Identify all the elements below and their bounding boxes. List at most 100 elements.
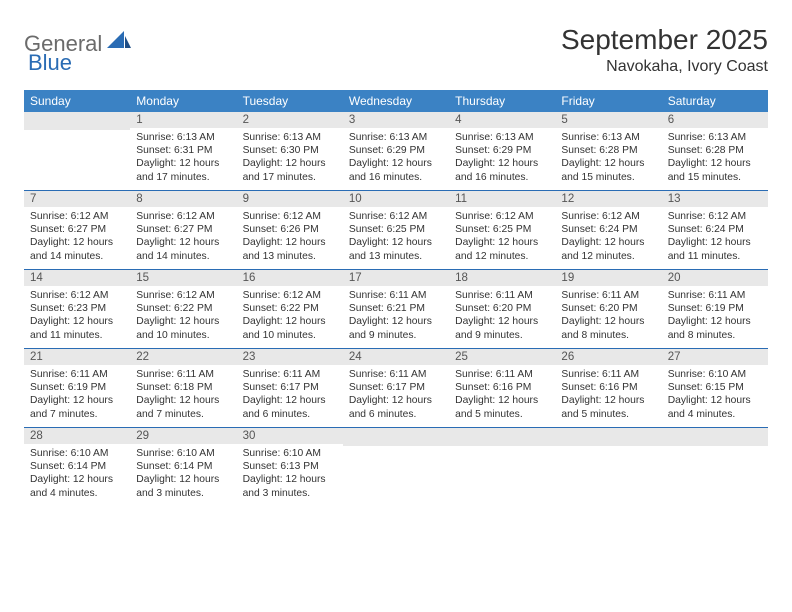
sunrise-line: Sunrise: 6:11 AM — [30, 368, 124, 381]
sunrise-line: Sunrise: 6:11 AM — [561, 289, 655, 302]
daylight-line: Daylight: 12 hours and 7 minutes. — [30, 394, 124, 420]
day-number: 28 — [24, 428, 130, 444]
day-number: 16 — [237, 270, 343, 286]
sun-info: Sunrise: 6:11 AMSunset: 6:19 PMDaylight:… — [662, 286, 768, 346]
sunrise-line: Sunrise: 6:10 AM — [243, 447, 337, 460]
calendar-page: General September 2025 Navokaha, Ivory C… — [0, 0, 792, 506]
daylight-line: Daylight: 12 hours and 13 minutes. — [349, 236, 443, 262]
sunset-line: Sunset: 6:24 PM — [561, 223, 655, 236]
daylight-line: Daylight: 12 hours and 3 minutes. — [136, 473, 230, 499]
day-number: 5 — [555, 112, 661, 128]
sunset-line: Sunset: 6:25 PM — [455, 223, 549, 236]
sun-info: Sunrise: 6:13 AMSunset: 6:28 PMDaylight:… — [662, 128, 768, 188]
calendar-week: 28Sunrise: 6:10 AMSunset: 6:14 PMDayligh… — [24, 428, 768, 506]
sunset-line: Sunset: 6:29 PM — [455, 144, 549, 157]
daylight-line: Daylight: 12 hours and 15 minutes. — [668, 157, 762, 183]
day-number — [449, 428, 555, 446]
sunset-line: Sunset: 6:24 PM — [668, 223, 762, 236]
weekday-header-row: SundayMondayTuesdayWednesdayThursdayFrid… — [24, 90, 768, 112]
sunrise-line: Sunrise: 6:10 AM — [136, 447, 230, 460]
weekday-header: Friday — [555, 90, 661, 112]
sun-info: Sunrise: 6:10 AMSunset: 6:14 PMDaylight:… — [130, 444, 236, 504]
day-number: 21 — [24, 349, 130, 365]
sunrise-line: Sunrise: 6:12 AM — [30, 210, 124, 223]
sun-info: Sunrise: 6:12 AMSunset: 6:25 PMDaylight:… — [449, 207, 555, 267]
sunrise-line: Sunrise: 6:11 AM — [455, 368, 549, 381]
sun-info: Sunrise: 6:11 AMSunset: 6:16 PMDaylight:… — [449, 365, 555, 425]
sunrise-line: Sunrise: 6:12 AM — [243, 289, 337, 302]
daylight-line: Daylight: 12 hours and 7 minutes. — [136, 394, 230, 420]
daylight-line: Daylight: 12 hours and 3 minutes. — [243, 473, 337, 499]
calendar-cell: 20Sunrise: 6:11 AMSunset: 6:19 PMDayligh… — [662, 270, 768, 348]
calendar-cell: 22Sunrise: 6:11 AMSunset: 6:18 PMDayligh… — [130, 349, 236, 427]
calendar-cell: 15Sunrise: 6:12 AMSunset: 6:22 PMDayligh… — [130, 270, 236, 348]
day-number: 6 — [662, 112, 768, 128]
month-title: September 2025 — [561, 24, 768, 56]
sun-info: Sunrise: 6:11 AMSunset: 6:21 PMDaylight:… — [343, 286, 449, 346]
sunset-line: Sunset: 6:31 PM — [136, 144, 230, 157]
sunrise-line: Sunrise: 6:12 AM — [455, 210, 549, 223]
sunrise-line: Sunrise: 6:11 AM — [455, 289, 549, 302]
calendar-cell: 18Sunrise: 6:11 AMSunset: 6:20 PMDayligh… — [449, 270, 555, 348]
day-number — [24, 112, 130, 130]
day-number: 3 — [343, 112, 449, 128]
sunset-line: Sunset: 6:30 PM — [243, 144, 337, 157]
brand-part2: Blue — [28, 50, 72, 75]
day-number: 7 — [24, 191, 130, 207]
weeks-container: 1Sunrise: 6:13 AMSunset: 6:31 PMDaylight… — [24, 112, 768, 506]
sunrise-line: Sunrise: 6:11 AM — [668, 289, 762, 302]
daylight-line: Daylight: 12 hours and 17 minutes. — [243, 157, 337, 183]
daylight-line: Daylight: 12 hours and 5 minutes. — [455, 394, 549, 420]
daylight-line: Daylight: 12 hours and 16 minutes. — [455, 157, 549, 183]
sunset-line: Sunset: 6:17 PM — [243, 381, 337, 394]
calendar-cell: 26Sunrise: 6:11 AMSunset: 6:16 PMDayligh… — [555, 349, 661, 427]
calendar-week: 14Sunrise: 6:12 AMSunset: 6:23 PMDayligh… — [24, 270, 768, 349]
sunset-line: Sunset: 6:20 PM — [561, 302, 655, 315]
sunset-line: Sunset: 6:26 PM — [243, 223, 337, 236]
calendar-cell: 25Sunrise: 6:11 AMSunset: 6:16 PMDayligh… — [449, 349, 555, 427]
sun-info: Sunrise: 6:13 AMSunset: 6:28 PMDaylight:… — [555, 128, 661, 188]
sunrise-line: Sunrise: 6:12 AM — [243, 210, 337, 223]
sunset-line: Sunset: 6:14 PM — [30, 460, 124, 473]
sunset-line: Sunset: 6:16 PM — [561, 381, 655, 394]
sunrise-line: Sunrise: 6:13 AM — [455, 131, 549, 144]
sunset-line: Sunset: 6:19 PM — [668, 302, 762, 315]
day-number: 17 — [343, 270, 449, 286]
sun-info: Sunrise: 6:13 AMSunset: 6:30 PMDaylight:… — [237, 128, 343, 188]
sunrise-line: Sunrise: 6:13 AM — [136, 131, 230, 144]
day-number: 24 — [343, 349, 449, 365]
calendar-cell: 28Sunrise: 6:10 AMSunset: 6:14 PMDayligh… — [24, 428, 130, 506]
sun-info: Sunrise: 6:12 AMSunset: 6:22 PMDaylight:… — [237, 286, 343, 346]
sun-info: Sunrise: 6:11 AMSunset: 6:17 PMDaylight:… — [237, 365, 343, 425]
daylight-line: Daylight: 12 hours and 10 minutes. — [136, 315, 230, 341]
sunrise-line: Sunrise: 6:12 AM — [30, 289, 124, 302]
sunset-line: Sunset: 6:29 PM — [349, 144, 443, 157]
weekday-header: Wednesday — [343, 90, 449, 112]
weekday-header: Saturday — [662, 90, 768, 112]
calendar-cell: 14Sunrise: 6:12 AMSunset: 6:23 PMDayligh… — [24, 270, 130, 348]
sunrise-line: Sunrise: 6:12 AM — [136, 289, 230, 302]
day-number: 10 — [343, 191, 449, 207]
daylight-line: Daylight: 12 hours and 11 minutes. — [30, 315, 124, 341]
day-number: 18 — [449, 270, 555, 286]
sun-info: Sunrise: 6:12 AMSunset: 6:24 PMDaylight:… — [662, 207, 768, 267]
day-number: 1 — [130, 112, 236, 128]
day-number: 11 — [449, 191, 555, 207]
day-number: 20 — [662, 270, 768, 286]
calendar-cell: 2Sunrise: 6:13 AMSunset: 6:30 PMDaylight… — [237, 112, 343, 190]
sun-info: Sunrise: 6:11 AMSunset: 6:19 PMDaylight:… — [24, 365, 130, 425]
sunset-line: Sunset: 6:17 PM — [349, 381, 443, 394]
calendar-week: 7Sunrise: 6:12 AMSunset: 6:27 PMDaylight… — [24, 191, 768, 270]
day-number: 2 — [237, 112, 343, 128]
sun-info: Sunrise: 6:13 AMSunset: 6:29 PMDaylight:… — [343, 128, 449, 188]
day-number: 23 — [237, 349, 343, 365]
weekday-header: Tuesday — [237, 90, 343, 112]
sun-info: Sunrise: 6:11 AMSunset: 6:20 PMDaylight:… — [555, 286, 661, 346]
calendar-week: 21Sunrise: 6:11 AMSunset: 6:19 PMDayligh… — [24, 349, 768, 428]
sun-info: Sunrise: 6:12 AMSunset: 6:26 PMDaylight:… — [237, 207, 343, 267]
calendar-cell: 5Sunrise: 6:13 AMSunset: 6:28 PMDaylight… — [555, 112, 661, 190]
daylight-line: Daylight: 12 hours and 17 minutes. — [136, 157, 230, 183]
calendar-cell: 3Sunrise: 6:13 AMSunset: 6:29 PMDaylight… — [343, 112, 449, 190]
daylight-line: Daylight: 12 hours and 8 minutes. — [668, 315, 762, 341]
daylight-line: Daylight: 12 hours and 8 minutes. — [561, 315, 655, 341]
